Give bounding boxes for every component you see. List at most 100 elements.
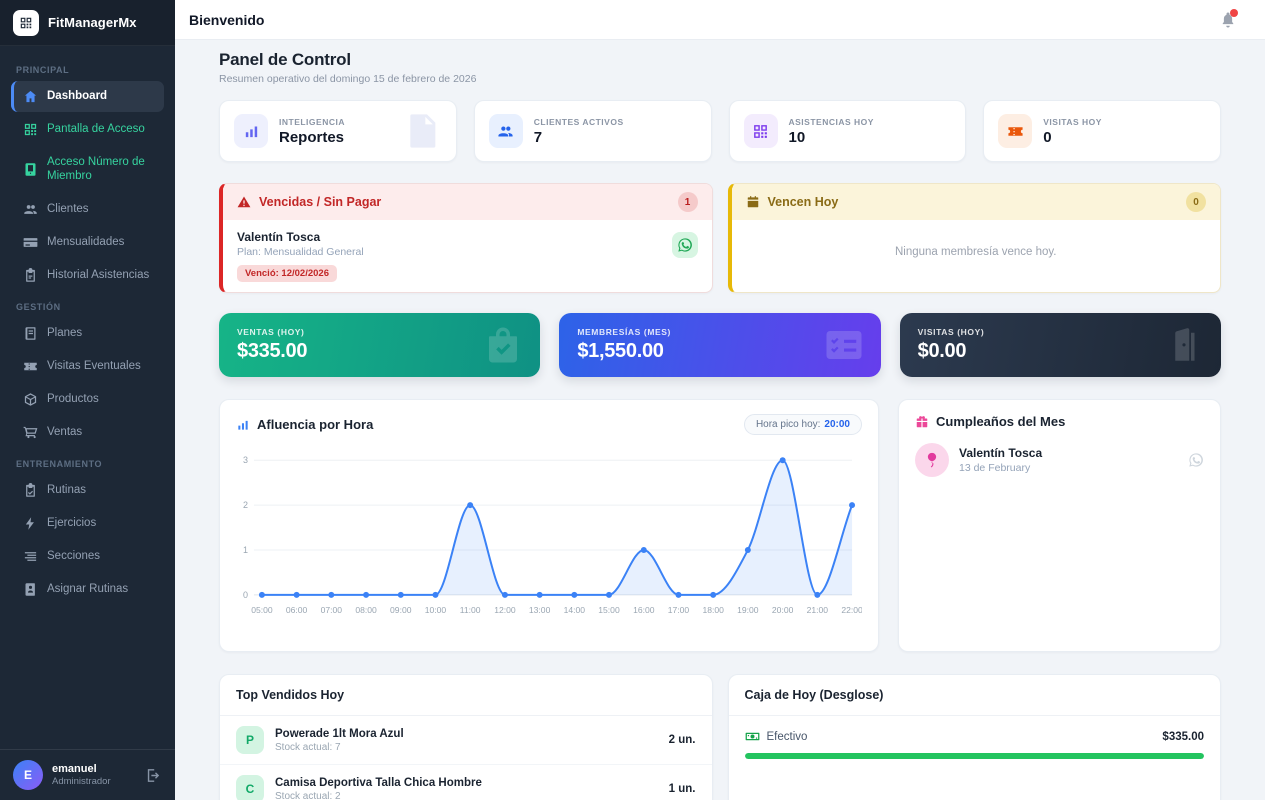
- sidebar-item-label: Acceso Número de Miembro: [47, 156, 145, 183]
- kpi-label: VENTAS (HOY): [237, 327, 305, 337]
- sidebar-item-label: Mensualidades: [47, 236, 125, 249]
- peak-hour-badge: Hora pico hoy: 20:00: [743, 414, 862, 435]
- due-today-card: Vencen Hoy 0 Ninguna membresía vence hoy…: [727, 183, 1221, 293]
- kpi-row: VENTAS (HOY) $335.00 MEMBRESÍAS (MES) $1,55…: [219, 313, 1221, 377]
- sidebar-item-label: Ventas: [47, 426, 83, 439]
- sidebar-item-clientes[interactable]: Clientes: [11, 194, 164, 225]
- product-initial-badge: P: [236, 726, 264, 754]
- cash-breakdown-list: Efectivo $335.00: [729, 716, 1221, 772]
- svg-text:3: 3: [243, 455, 248, 465]
- due-today-card-header: Vencen Hoy 0: [731, 184, 1220, 220]
- qr-icon: [23, 122, 38, 137]
- chart-title: Afluencia por Hora: [257, 417, 374, 432]
- stat-value: 10: [788, 128, 806, 146]
- sidebar-item-label: Rutinas: [47, 484, 86, 497]
- user-name: emanuel: [52, 763, 97, 775]
- svg-text:07:00: 07:00: [321, 605, 343, 615]
- whatsapp-button[interactable]: [1188, 452, 1204, 468]
- cash-breakdown-card: Caja de Hoy (Desglose) Efectivo $335.00: [727, 674, 1221, 800]
- kpi-value: $1,550.00: [577, 340, 664, 362]
- product-qty: 1 un.: [668, 783, 696, 795]
- svg-text:11:00: 11:00: [460, 605, 481, 615]
- sidebar-item-label: Clientes: [47, 203, 89, 216]
- sidebar-item-ventas[interactable]: Ventas: [11, 417, 164, 448]
- stat-card-clientes-activos: CLIENTES ACTIVOS 7: [473, 100, 712, 162]
- notebook-icon: [23, 326, 38, 341]
- topbar: Bienvenido: [175, 0, 1265, 40]
- stats-row: INTELIGENCIA Reportes CLIENTES ACTIVOS 7 ASI…: [219, 100, 1221, 162]
- notifications-button[interactable]: [1219, 8, 1238, 29]
- svg-text:18:00: 18:00: [702, 605, 724, 615]
- sidebar-item-label: Asignar Rutinas: [47, 583, 129, 596]
- product-name: Powerade 1lt Mora Azul: [275, 727, 404, 740]
- svg-text:05:00: 05:00: [251, 605, 273, 615]
- svg-text:14:00: 14:00: [564, 605, 586, 615]
- id-card-icon: [23, 162, 38, 177]
- birthday-item: Valentín Tosca 13 de February: [915, 443, 1204, 477]
- member-name: Valentín Tosca: [237, 230, 321, 244]
- sidebar-item-label: Dashboard: [47, 90, 108, 103]
- svg-text:08:00: 08:00: [355, 605, 377, 615]
- notification-dot: [1230, 8, 1238, 17]
- kpi-value: $0.00: [917, 340, 967, 362]
- cash-method-amount: $335.00: [1162, 730, 1204, 743]
- sidebar-section-label-principal: PRINCIPAL: [16, 65, 70, 75]
- cash-progress-track: [744, 753, 1204, 759]
- logout-button[interactable]: [145, 767, 162, 784]
- stat-value: 7: [533, 128, 543, 146]
- door-icon: [1163, 324, 1205, 366]
- assign-routine-icon: [23, 582, 38, 597]
- kpi-label: VISITAS (HOY): [917, 327, 985, 337]
- bar-chart-icon: [236, 418, 250, 432]
- sidebar-item-rutinas[interactable]: Rutinas: [11, 475, 164, 506]
- svg-text:10:00: 10:00: [425, 605, 447, 615]
- sidebar-item-label: Secciones: [47, 550, 101, 563]
- svg-text:09:00: 09:00: [390, 605, 412, 615]
- peak-hour-value: 20:00: [824, 419, 850, 430]
- sidebar-item-ejercicios[interactable]: Ejercicios: [11, 508, 164, 539]
- users-icon: [488, 114, 523, 148]
- product-initial-badge: C: [236, 775, 264, 800]
- bag-check-icon: [482, 324, 524, 366]
- sidebar-item-asignar-rutinas[interactable]: Asignar Rutinas: [11, 574, 164, 605]
- app-logo: FitManagerMx: [0, 0, 175, 46]
- routine-clipboard-icon: [23, 482, 38, 498]
- sidebar-item-dashboard[interactable]: Dashboard: [11, 81, 164, 112]
- sidebar-item-acceso-numero-de-miembro[interactable]: Acceso Número de Miembro: [11, 147, 164, 192]
- product-stock: Stock actual: 7: [275, 741, 341, 753]
- sidebar-section-label-entrenamiento: ENTRENAMIENTO: [16, 458, 103, 469]
- kpi-label: MEMBRESÍAS (MES): [577, 327, 671, 337]
- peak-hour-label: Hora pico hoy:: [755, 419, 821, 430]
- due-today-count-badge: 0: [1186, 192, 1206, 212]
- sidebar-item-visitas-eventuales[interactable]: Visitas Eventuales: [11, 351, 164, 382]
- ticket-icon: [998, 114, 1033, 148]
- affluence-chart: 0 1 2 3 05:00 06:00 07:00 08:00 09:00 10:00 11:00 1…: [236, 445, 862, 637]
- sidebar: FitManagerMx PRINCIPAL Dashboard Pantalla …: [0, 0, 175, 800]
- sidebar-item-secciones[interactable]: Secciones: [11, 541, 164, 572]
- sidebar-item-label: Planes: [47, 327, 83, 340]
- sidebar-item-label: Pantalla de Acceso: [47, 123, 145, 136]
- svg-text:19:00: 19:00: [737, 605, 759, 615]
- product-qty: 2 un.: [668, 734, 696, 746]
- sidebar-section-label-gestion: GESTIÓN: [16, 301, 61, 312]
- main-content: Panel de Control Resumen operativo del d…: [175, 40, 1265, 800]
- balloon-icon: [915, 443, 949, 477]
- sidebar-item-mensualidades[interactable]: Mensualidades: [11, 227, 164, 258]
- stat-card-inteligencia[interactable]: INTELIGENCIA Reportes: [219, 100, 457, 162]
- sidebar-item-historial-asistencias[interactable]: Historial Asistencias: [11, 260, 164, 291]
- whatsapp-button[interactable]: [671, 232, 698, 258]
- svg-text:21:00: 21:00: [807, 605, 829, 615]
- stat-card-visitas-hoy: VISITAS HOY 0: [983, 100, 1221, 162]
- cash-row-efectivo: Efectivo $335.00: [729, 716, 1221, 772]
- sidebar-item-pantalla-de-acceso[interactable]: Pantalla de Acceso: [11, 114, 164, 145]
- sidebar-user[interactable]: E emanuel Administrador: [0, 749, 175, 800]
- sidebar-item-productos[interactable]: Productos: [11, 384, 164, 415]
- svg-text:17:00: 17:00: [668, 605, 690, 615]
- svg-text:2: 2: [243, 500, 248, 510]
- sidebar-item-planes[interactable]: Planes: [11, 318, 164, 349]
- svg-text:0: 0: [243, 590, 248, 600]
- page-subtitle: Resumen operativo del domingo 15 de febr…: [219, 73, 477, 85]
- avatar: E: [13, 760, 43, 790]
- svg-text:13:00: 13:00: [529, 605, 551, 615]
- due-today-empty-message: Ninguna membresía vence hoy.: [894, 246, 1057, 258]
